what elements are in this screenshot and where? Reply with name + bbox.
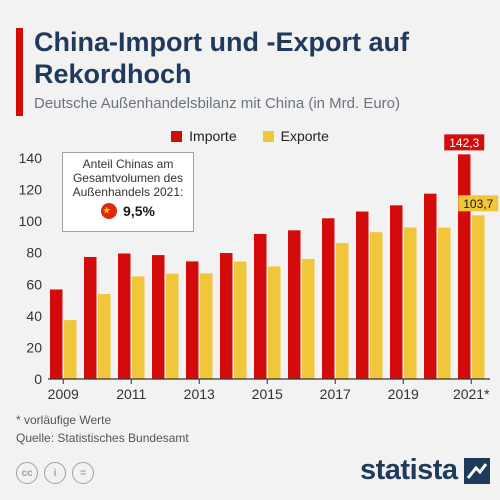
bar-import [254,233,267,379]
legend-item-export: Exporte [262,128,329,144]
y-tick-label: 100 [19,213,43,229]
bar-export [438,227,451,379]
callout-text: Anteil Chinas am Gesamtvolumen des Außen… [72,157,184,199]
bar-import [288,230,301,379]
bar-export [234,261,247,379]
y-tick-label: 40 [26,308,42,324]
bar-export [132,276,145,379]
legend-label-export: Exporte [280,128,329,144]
bar-export [404,227,417,379]
bar-export [98,294,111,379]
legend: Importe Exporte [0,128,500,144]
bar-import [220,253,233,379]
bar-import [50,289,63,379]
source: Quelle: Statistisches Bundesamt [16,431,189,445]
footnote: * vorläufige Werte [16,413,112,427]
x-tick-label: 2017 [320,386,351,402]
y-tick-label: 0 [34,371,42,387]
callout-value-row: ★ 9,5% [63,203,193,219]
x-tick-label: 2019 [388,386,419,402]
bar-import [356,211,369,379]
bar-export [268,266,281,379]
bar-export [64,320,77,379]
data-label-export: 103,7 [463,197,493,211]
logo-mark-icon [463,457,490,484]
bar-export [336,243,349,379]
bar-import [424,193,437,379]
data-label-box-import [444,134,485,151]
bar-import [118,253,131,379]
logo-text: statista [360,454,458,486]
bar-export [370,232,383,379]
accent-bar [16,28,23,116]
china-flag-icon: ★ [101,203,118,219]
legend-swatch-export [262,130,274,142]
y-tick-label: 120 [19,182,43,198]
legend-swatch-import [171,130,183,142]
legend-item-import: Importe [171,128,237,144]
bar-export [166,273,179,379]
x-tick-label: 2011 [116,386,146,402]
bar-import [152,255,165,379]
share-callout: Anteil Chinas am Gesamtvolumen des Außen… [62,152,194,232]
bar-import [84,256,97,379]
bar-import [322,218,335,379]
x-tick-label: 2021* [453,386,490,402]
x-tick-label: 2015 [252,386,283,402]
legend-label-import: Importe [189,128,237,144]
bar-import [390,205,403,379]
x-tick-label: 2013 [184,386,215,402]
chart-subtitle: Deutsche Außenhandelsbilanz mit China (i… [34,95,401,112]
creative-commons-icon: cc [16,462,38,484]
attribution-icon: i [44,462,66,484]
bar-import [186,261,199,379]
chart-title: China-Import und -Export auf Rekordhoch [34,27,409,89]
license-icons: cc i = [16,462,94,484]
callout-value: 9,5% [123,203,155,219]
y-tick-label: 140 [19,150,43,166]
y-tick-label: 80 [26,245,42,261]
bar-chart: 0 20 40 60 80 100 120 140 2009 2011 2013 2015 2017 20… [19,134,499,402]
bar-export [200,273,213,379]
bar-export [472,215,485,379]
x-tick-label: 2009 [48,386,79,402]
data-label-box-export [458,195,499,212]
statista-logo: statista [360,454,490,487]
no-derivatives-icon: = [72,462,94,484]
bar-export [302,259,315,379]
y-tick-label: 20 [26,339,42,355]
y-tick-label: 60 [26,276,42,292]
bar-import [458,154,471,379]
data-label-import: 142,3 [449,136,479,150]
